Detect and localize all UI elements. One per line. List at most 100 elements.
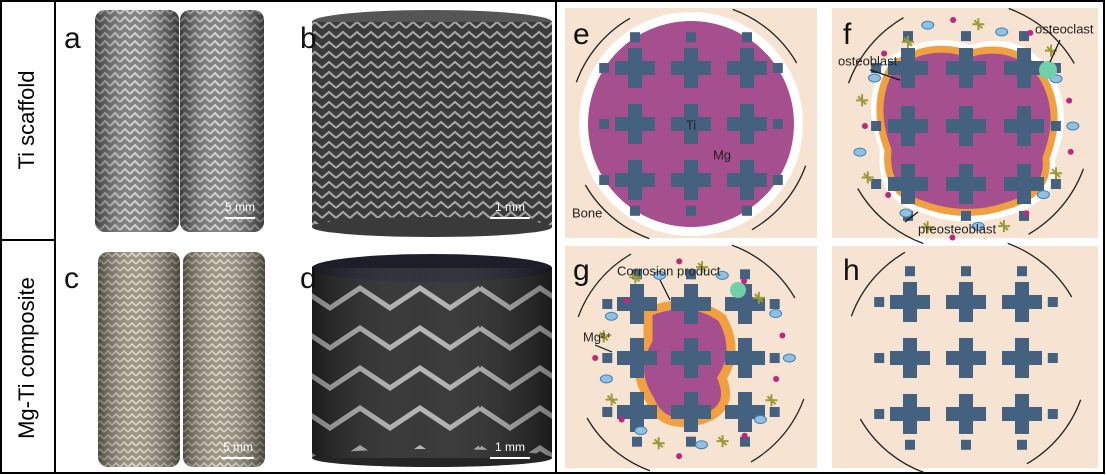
ti-node (1050, 121, 1061, 131)
ti-node (874, 353, 885, 363)
osteoblast (752, 291, 765, 304)
annotation: osteoclast (1035, 21, 1094, 36)
osteoblast (652, 437, 665, 450)
ti-node (871, 121, 882, 131)
bone-arc (847, 17, 904, 84)
bone-arc (751, 165, 807, 231)
cell (853, 147, 867, 157)
bone-arc (1007, 242, 1073, 298)
ti-strut (890, 338, 930, 378)
osteoblast (629, 271, 642, 284)
bone-arc (850, 251, 906, 317)
ion (1023, 210, 1030, 217)
ion (1067, 148, 1074, 155)
osteoblast (997, 220, 1010, 233)
ion (950, 16, 957, 23)
ti-node (961, 439, 971, 450)
ti-node (871, 179, 882, 189)
scale-text: 5 mm (225, 200, 255, 214)
ti-strut (1004, 164, 1044, 204)
osteoblast (696, 261, 709, 274)
ti-node (602, 407, 613, 417)
ion (676, 453, 683, 460)
osteoblast (901, 35, 914, 48)
pointer (904, 211, 919, 223)
ion (741, 432, 748, 439)
ti-strut (888, 106, 928, 146)
panel-label: e (573, 18, 590, 51)
ti-node (874, 297, 885, 307)
bone-arc (584, 184, 650, 240)
annotation: Ti (686, 117, 696, 132)
ti-node (740, 269, 750, 280)
bone-arc (1026, 399, 1082, 465)
ion (779, 332, 786, 339)
ti-strut (725, 338, 765, 378)
cell (1066, 121, 1080, 131)
ti-strut (725, 392, 765, 432)
composite-shade (312, 268, 552, 458)
osteoblast (972, 18, 985, 31)
panel-label: f (843, 18, 852, 51)
ti-strut (946, 338, 986, 378)
ti-strut (615, 104, 655, 144)
ion (1027, 29, 1034, 36)
ti-node (1017, 439, 1027, 450)
annotation: Bone (572, 205, 602, 220)
bone-arc (1028, 168, 1085, 235)
bone-arc (575, 17, 631, 83)
cell (653, 270, 667, 280)
ion (618, 416, 625, 423)
ti-node (961, 31, 971, 42)
ti-node (874, 409, 885, 419)
ti-node (630, 32, 640, 43)
ion (741, 278, 748, 285)
annotation: Corrosion product (617, 263, 721, 278)
scaffold-shade (95, 10, 179, 232)
cell (921, 20, 935, 30)
decorations (575, 7, 1085, 474)
ti-strut (615, 48, 655, 88)
ti-node (1047, 353, 1058, 363)
row-label: Mg-Ti composite (14, 277, 39, 439)
scale-text: 5 mm (223, 440, 253, 454)
bone-arc (750, 398, 805, 463)
osteoblast (1049, 167, 1062, 180)
ti-node (602, 299, 613, 309)
ti-node (1050, 179, 1061, 189)
ion (881, 50, 888, 57)
ti-strut (617, 392, 657, 432)
scaffold-render (312, 22, 552, 227)
ti-node (686, 436, 696, 447)
scale-text: 1 mm (495, 440, 525, 454)
ti-node (905, 439, 915, 450)
ti-node (769, 353, 780, 363)
cell (868, 73, 882, 83)
ti-strut (671, 284, 711, 324)
ion (623, 297, 630, 304)
ti-strut (1004, 48, 1044, 88)
ti-strut (1002, 282, 1042, 322)
ti-node (686, 269, 696, 280)
ti-node (905, 266, 915, 277)
cell (971, 221, 985, 231)
osteoblast (856, 94, 869, 107)
ti-node (602, 353, 613, 363)
ti-strut (888, 164, 928, 204)
panel-label: c (64, 262, 79, 295)
ti-node (1019, 210, 1029, 221)
panel-label: g (573, 254, 590, 287)
ti-node (630, 205, 640, 216)
ti-node (1019, 31, 1029, 42)
ti-node (599, 119, 610, 129)
scale-text: 1 mm (495, 200, 525, 214)
cell (604, 311, 618, 321)
ti-node (769, 407, 780, 417)
cell (599, 374, 613, 384)
ti-strut (888, 48, 928, 88)
ion (885, 191, 892, 198)
osteoblast (597, 330, 610, 343)
osteoblast (921, 221, 934, 234)
